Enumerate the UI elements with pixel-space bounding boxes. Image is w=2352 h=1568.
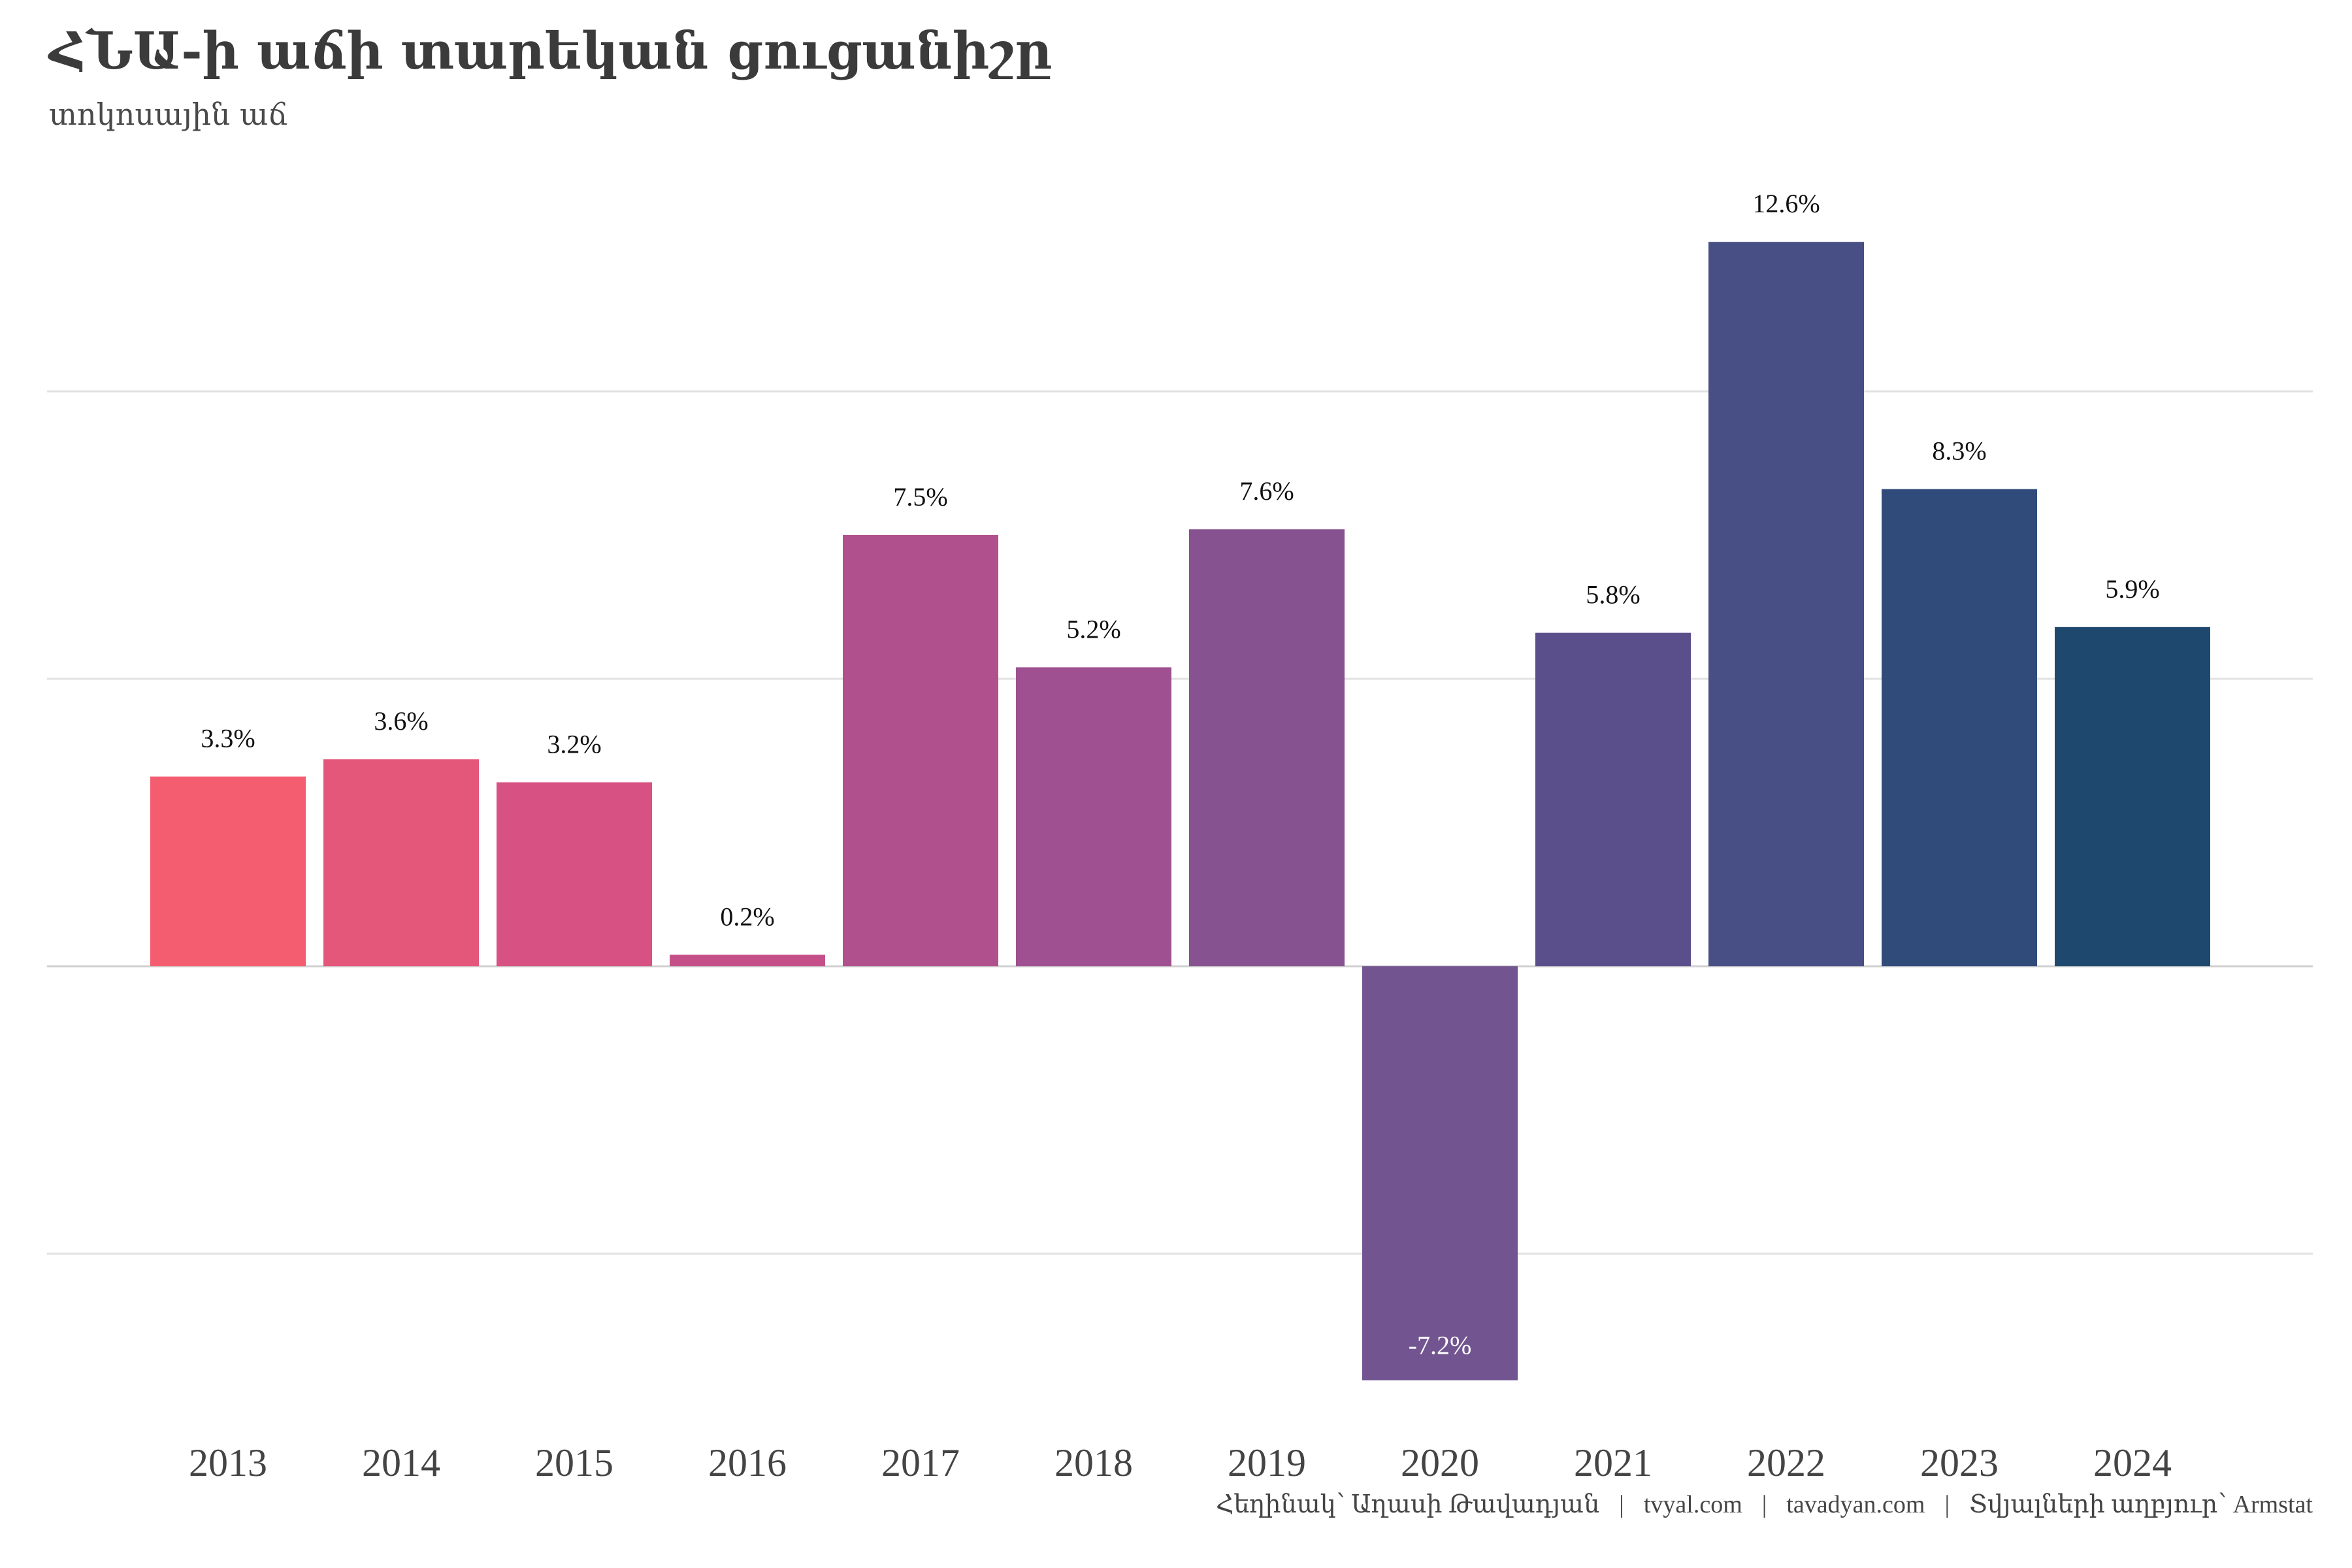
caption-link-tvyal[interactable]: tvyal.com: [1643, 1491, 1742, 1518]
bar-2015: [497, 782, 652, 966]
value-label-2018: 5.2%: [1066, 614, 1120, 644]
bar-2021: [1535, 632, 1691, 966]
chart-title: ՀՆԱ-ի աճի տարեկան ցուցանիշը: [49, 22, 1053, 81]
caption-author: Հեղինակ՝ Աղասի Թավադյան: [1216, 1491, 1600, 1518]
x-tick-label-2020: 2020: [1401, 1441, 1479, 1484]
caption-separator: |: [1761, 1491, 1767, 1518]
value-label-2017: 7.5%: [893, 482, 947, 512]
x-tick-label-2013: 2013: [189, 1441, 267, 1484]
x-tick-label-2019: 2019: [1228, 1441, 1306, 1484]
x-tick-label-2017: 2017: [881, 1441, 960, 1484]
chart-subtitle: տոկոսային աճ: [49, 97, 288, 132]
value-label-2014: 3.6%: [374, 706, 428, 736]
bar-2019: [1189, 529, 1345, 966]
bar-2020: [1362, 966, 1518, 1380]
bar-2018: [1016, 667, 1171, 966]
value-label-2019: 7.6%: [1239, 476, 1294, 506]
x-tick-label-2024: 2024: [2093, 1441, 2172, 1484]
value-label-2015: 3.2%: [547, 729, 601, 759]
bar-2013: [150, 776, 306, 966]
bar-2022: [1708, 242, 1864, 967]
x-tick-label-2022: 2022: [1747, 1441, 1825, 1484]
x-tick-label-2021: 2021: [1574, 1441, 1652, 1484]
caption-source: Տվյալների աղբյուր՝ Armstat: [1969, 1491, 2313, 1518]
x-tick-label-2014: 2014: [362, 1441, 440, 1484]
caption: Հեղինակ՝ Աղասի Թավադյան | tvyal.com | tavady…: [1216, 1492, 2313, 1517]
value-label-2024: 5.9%: [2105, 574, 2159, 604]
bar-2024: [2055, 627, 2210, 966]
x-tick-label-2023: 2023: [1920, 1441, 1999, 1484]
bar-2023: [1882, 489, 2037, 966]
bars: [150, 242, 2210, 1380]
x-tick-label-2018: 2018: [1054, 1441, 1133, 1484]
value-label-2021: 5.8%: [1586, 580, 1640, 610]
x-tick-label-2015: 2015: [535, 1441, 613, 1484]
x-axis-tick-labels: 2013 2014 2015 2016 2017 2018 2019 2020 2021 2022…: [189, 1441, 2172, 1484]
caption-link-tavadyan[interactable]: tavadyan.com: [1786, 1491, 1925, 1518]
value-labels: 3.3% 3.6% 3.2% 0.2% 7.5% 5.2% 7.6% -7.2% 5.8% 12.…: [201, 189, 2159, 1360]
value-label-2016: 0.2%: [720, 902, 774, 931]
value-label-2023: 8.3%: [1932, 436, 1986, 466]
caption-separator: |: [1944, 1491, 1950, 1518]
bar-2014: [323, 759, 479, 966]
value-label-2020: -7.2%: [1409, 1331, 1472, 1360]
value-label-2022: 12.6%: [1752, 189, 1820, 218]
x-tick-label-2016: 2016: [708, 1441, 787, 1484]
bar-2016: [670, 955, 825, 966]
caption-separator: |: [1619, 1491, 1624, 1518]
bar-2017: [843, 535, 998, 966]
value-label-2013: 3.3%: [201, 724, 255, 753]
